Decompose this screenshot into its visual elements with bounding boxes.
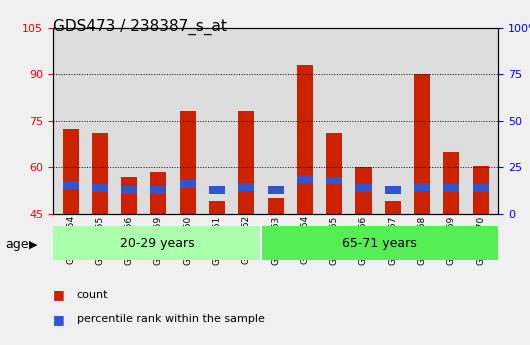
- Bar: [473, 184, 489, 192]
- Text: ■: ■: [53, 313, 65, 326]
- Bar: [443, 152, 460, 214]
- Bar: [414, 74, 430, 214]
- Bar: [414, 183, 430, 190]
- Bar: [385, 186, 401, 194]
- Bar: [92, 184, 108, 192]
- Bar: [297, 175, 313, 183]
- Bar: [151, 172, 166, 214]
- Text: 20-29 years: 20-29 years: [120, 237, 194, 250]
- Text: GDS473 / 238387_s_at: GDS473 / 238387_s_at: [53, 19, 227, 35]
- Text: ■: ■: [53, 288, 65, 302]
- Bar: [63, 128, 78, 214]
- Bar: [326, 177, 342, 184]
- Bar: [92, 133, 108, 214]
- Bar: [209, 186, 225, 194]
- Text: count: count: [77, 290, 108, 300]
- Bar: [356, 184, 372, 192]
- Bar: [268, 186, 284, 194]
- Bar: [180, 180, 196, 188]
- Bar: [53, 226, 261, 260]
- Bar: [326, 133, 342, 214]
- Bar: [385, 201, 401, 214]
- Text: ▶: ▶: [29, 240, 38, 250]
- Bar: [268, 198, 284, 214]
- Bar: [121, 186, 137, 194]
- Text: age: age: [5, 238, 29, 252]
- Bar: [238, 111, 254, 214]
- Bar: [443, 184, 460, 192]
- Bar: [261, 226, 498, 260]
- Bar: [63, 181, 78, 189]
- Text: 65-71 years: 65-71 years: [342, 237, 417, 250]
- Bar: [121, 177, 137, 214]
- Bar: [356, 167, 372, 214]
- Bar: [151, 186, 166, 194]
- Bar: [297, 65, 313, 214]
- Bar: [209, 201, 225, 214]
- Bar: [473, 166, 489, 214]
- Bar: [238, 183, 254, 190]
- Bar: [180, 111, 196, 214]
- Text: percentile rank within the sample: percentile rank within the sample: [77, 314, 264, 324]
